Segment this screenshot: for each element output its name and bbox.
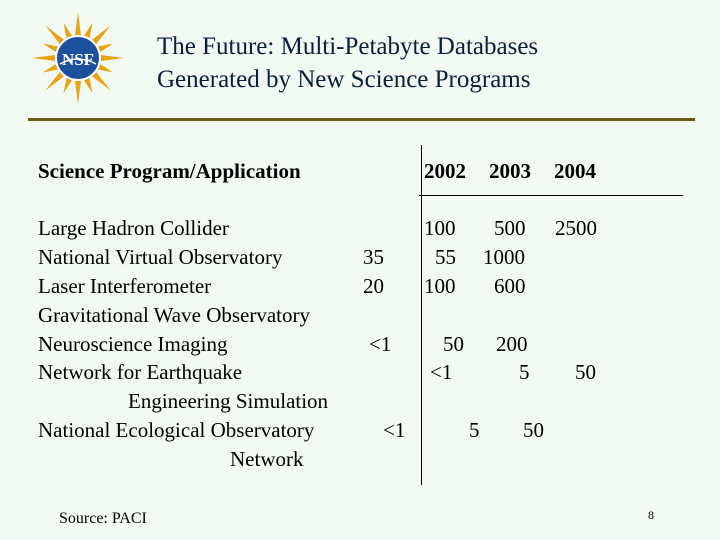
sun-ray — [75, 12, 81, 36]
table-header-rule — [419, 195, 683, 196]
sun-ray — [97, 43, 114, 53]
row-value-2002: <1 — [430, 360, 453, 384]
row-value-2003: 500 — [494, 216, 526, 240]
header-year-2002: 2002 — [424, 159, 466, 183]
header-program: Science Program/Application — [38, 159, 301, 183]
title-line-2: Generated by New Science Programs — [157, 66, 531, 93]
sun-ray — [42, 43, 59, 53]
row-name: National Virtual Observatory — [38, 245, 283, 269]
row-name: Laser Interferometer — [38, 274, 212, 298]
sun-ray — [97, 63, 114, 73]
row-value-2003: 200 — [496, 332, 528, 356]
row-value-2004: 2500 — [555, 216, 597, 240]
row-name: Network — [230, 447, 304, 471]
row-value-2003: 600 — [494, 274, 526, 298]
row-value-2003: 50 — [523, 418, 544, 442]
header-year-2003: 2003 — [489, 159, 531, 183]
sun-ray — [75, 80, 81, 104]
sun-ray — [45, 25, 64, 44]
sun-ray — [92, 25, 111, 44]
sun-ray — [45, 72, 64, 91]
row-value-2004: 50 — [575, 360, 596, 384]
page-number: 8 — [648, 508, 654, 522]
row-value-2002: 100 — [424, 216, 456, 240]
nsf-logo-text: NSF — [62, 50, 94, 69]
sun-ray — [100, 55, 124, 61]
row-name: Large Hadron Collider — [38, 216, 229, 240]
row-value-col1: <1 — [369, 332, 392, 356]
row-name: Network for Earthquake — [38, 360, 243, 384]
sun-ray — [32, 55, 56, 61]
row-name: Neuroscience Imaging — [38, 332, 228, 356]
row-value-col1: 20 — [363, 274, 384, 298]
row-value-2002: 50 — [443, 332, 464, 356]
row-value-2002: 5 — [469, 418, 480, 442]
sun-ray — [83, 22, 93, 39]
sun-ray — [92, 72, 111, 91]
sun-ray — [42, 63, 59, 73]
row-name: Gravitational Wave Observatory — [38, 303, 310, 327]
sun-ray — [63, 22, 73, 39]
title-divider — [28, 118, 695, 121]
sun-ray — [83, 77, 93, 94]
row-value-2002: 100 — [424, 274, 456, 298]
sun-ray — [63, 77, 73, 94]
row-value-2003: 5 — [519, 360, 530, 384]
source-note: Source: PACI — [59, 510, 147, 527]
nsf-logo: NSF — [32, 12, 124, 104]
row-name: National Ecological Observatory — [38, 418, 315, 442]
row-value-col1: 35 — [363, 245, 384, 269]
row-value-col1: <1 — [383, 418, 406, 442]
header-year-2004: 2004 — [554, 159, 596, 183]
row-value-2003: 1000 — [483, 245, 525, 269]
table-vertical-rule — [421, 145, 422, 485]
row-name: Engineering Simulation — [128, 389, 329, 413]
page-title: The Future: Multi-Petabyte Databases Gen… — [157, 30, 697, 96]
row-value-2002: 55 — [435, 245, 456, 269]
title-line-1: The Future: Multi-Petabyte Databases — [157, 33, 539, 60]
